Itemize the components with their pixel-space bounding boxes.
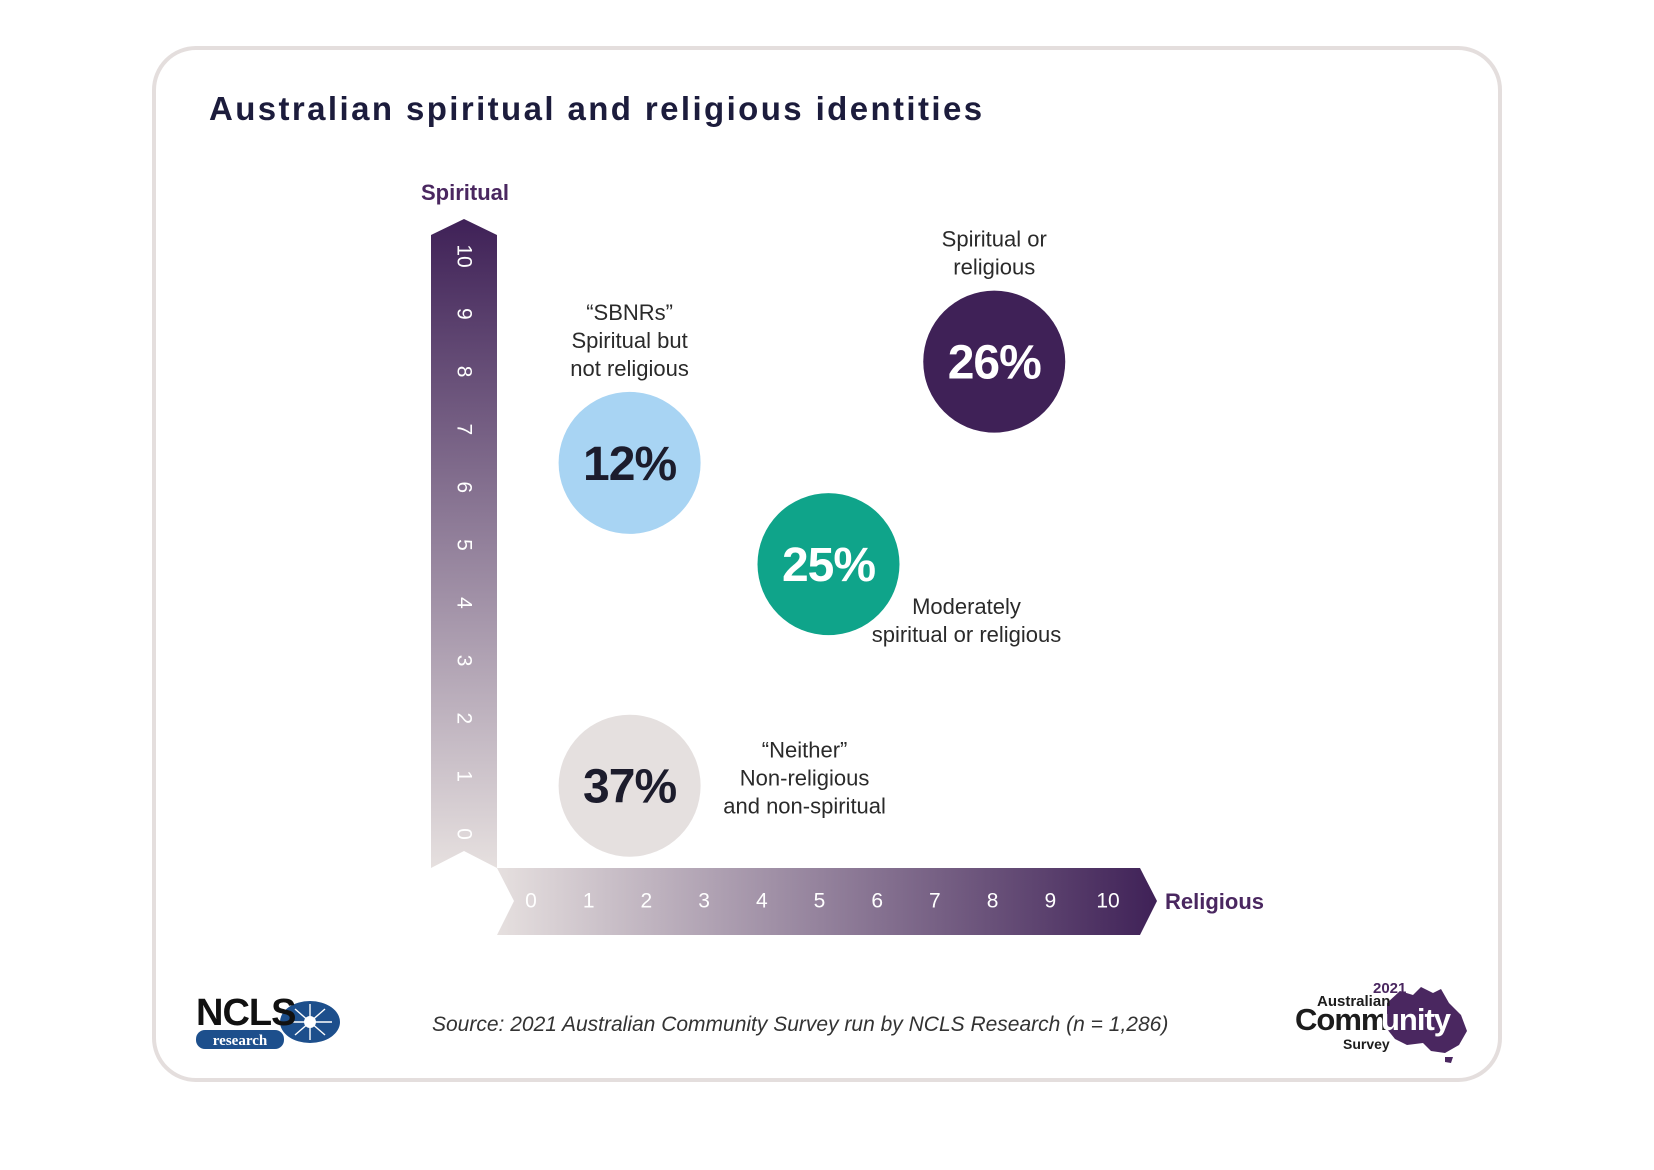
y-tick-label: 0 — [453, 828, 476, 840]
bubble-percentage: 25% — [782, 539, 875, 592]
y-tick-label: 5 — [453, 539, 476, 551]
x-axis-title: Religious — [1165, 889, 1264, 914]
bubble-label-line: Moderately — [912, 594, 1021, 619]
x-tick-label: 9 — [1044, 890, 1056, 913]
bubble-label-line: not religious — [570, 356, 689, 381]
x-tick-label: 8 — [987, 890, 999, 913]
chart-title: Australian spiritual and religious ident… — [209, 90, 985, 127]
bubble-label-line: and non-spiritual — [723, 794, 886, 819]
acs-community-suffix: unity — [1381, 1002, 1451, 1037]
bubble-label-line: “SBNRs” — [586, 300, 673, 325]
bubble-label-line: Spiritual but — [572, 328, 688, 353]
ncls-research-label: research — [213, 1033, 268, 1049]
bubble-circle — [558, 714, 701, 857]
y-tick-label: 8 — [453, 366, 476, 378]
x-tick-label: 0 — [525, 890, 537, 913]
x-tick-label: 6 — [871, 890, 883, 913]
y-tick-label: 9 — [453, 308, 476, 320]
source-note: Source: 2021 Australian Community Survey… — [432, 1013, 1169, 1036]
y-axis-title: Spiritual — [421, 180, 509, 205]
bubble-label-line: Non-religious — [740, 766, 870, 791]
bubble-label-line: “Neither” — [762, 738, 848, 763]
y-tick-label: 3 — [453, 655, 476, 667]
bubble-percentage: 37% — [583, 761, 676, 814]
x-tick-label: 1 — [583, 890, 595, 913]
bubble-circle — [558, 391, 701, 534]
bubble-circle — [923, 290, 1066, 433]
acs-community-prefix: Comm — [1295, 1002, 1388, 1037]
bubble-label-line: spiritual or religious — [872, 622, 1062, 647]
x-axis-arrow — [497, 868, 1157, 935]
x-tick-label: 4 — [756, 890, 768, 913]
australia-map-icon — [1387, 987, 1467, 1063]
data-points: 12% “SBNRs” Spiritual but not religious 26% S… — [558, 227, 1066, 857]
australian-community-survey-logo: 2021 Australian Comm unity Survey — [1295, 980, 1475, 1065]
bubble-label-line: Spiritual or — [942, 227, 1047, 252]
bubble-sbnr: 12% “SBNRs” Spiritual but not religious — [558, 300, 701, 534]
ncls-research-logo: NCLS research — [196, 992, 340, 1049]
bubble-moderately: 25% Moderately spiritual or religious — [757, 493, 1062, 647]
bubble-spiritual-or-religious: 26% Spiritual or religious — [923, 227, 1066, 433]
acs-year: 2021 — [1373, 980, 1407, 997]
y-tick-label: 2 — [453, 713, 476, 725]
bubble-neither: 37% “Neither” Non-religious and non-spiritu… — [558, 714, 886, 857]
bubble-percentage: 12% — [583, 438, 676, 491]
x-axis-ticks: 0 1 2 3 4 5 6 7 8 9 10 — [525, 890, 1120, 913]
bubble-label-line: religious — [953, 255, 1035, 280]
y-axis-arrow — [431, 219, 497, 868]
acs-survey: Survey — [1343, 1036, 1390, 1052]
x-tick-label: 3 — [698, 890, 710, 913]
x-tick-label: 2 — [641, 890, 653, 913]
x-tick-label: 5 — [814, 890, 826, 913]
acs-australian: Australian — [1317, 993, 1391, 1010]
x-tick-label: 10 — [1096, 890, 1119, 913]
ncls-wordmark: NCLS — [196, 992, 295, 1034]
y-tick-label: 7 — [453, 424, 476, 436]
x-tick-label: 7 — [929, 890, 941, 913]
y-tick-label: 6 — [453, 481, 476, 493]
bubble-percentage: 26% — [948, 337, 1041, 390]
y-tick-label: 1 — [453, 770, 476, 782]
y-axis-ticks: 0 1 2 3 4 5 6 7 8 9 10 — [453, 244, 476, 840]
y-tick-label: 4 — [453, 597, 476, 609]
bubble-circle — [757, 493, 900, 636]
y-tick-label: 10 — [453, 244, 476, 267]
compass-rose-icon — [280, 1001, 340, 1043]
